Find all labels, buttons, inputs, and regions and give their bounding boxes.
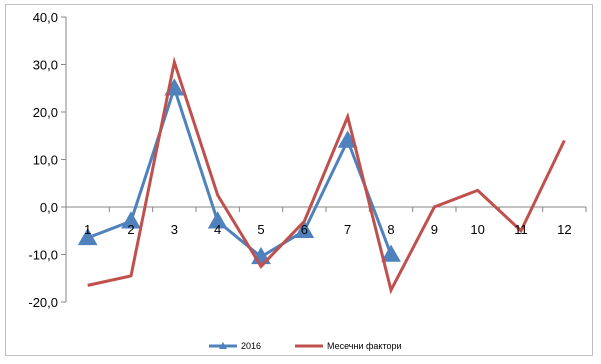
legend: 2016 Месечни фактори (209, 341, 402, 351)
x-tick-label: 8 (387, 222, 394, 237)
x-tick-label: 3 (171, 222, 178, 237)
x-tick-label: 1 (84, 222, 91, 237)
y-tick-label: 10,0 (33, 153, 58, 168)
series-line (87, 83, 393, 259)
x-tick-label: 11 (514, 222, 528, 237)
legend-label: 2016 (241, 341, 261, 351)
y-tick-label: 20,0 (33, 105, 58, 120)
legend-item: Месечни фактори (295, 341, 402, 351)
legend-item: 2016 (209, 341, 261, 351)
x-tick-label: 6 (301, 222, 308, 237)
data-point-marker (77, 227, 98, 246)
axis-layer (65, 17, 587, 302)
data-point-marker (207, 211, 228, 229)
y-tick-label: -10,0 (28, 248, 58, 263)
x-tick-label: 7 (344, 222, 351, 237)
series-monthly-factors (87, 56, 566, 295)
y-tick-label: 0,0 (40, 200, 58, 215)
x-tick-labels: 1 2 3 4 5 6 7 8 9 10 11 12 (84, 222, 572, 237)
legend-label: Месечни фактори (327, 341, 402, 351)
y-tick-labels: 40,0 30,0 20,0 10,0 0,0 -10,0 -20,0 (28, 10, 66, 310)
x-tick-label: 5 (257, 222, 264, 237)
data-point-marker (121, 211, 141, 229)
x-tick-label: 2 (127, 222, 134, 237)
x-tick-label: 4 (214, 222, 221, 237)
x-tick-label: 10 (470, 222, 484, 237)
series-layer (77, 56, 566, 295)
series-2016 (77, 78, 401, 265)
x-tick-label: 12 (557, 222, 571, 237)
legend-marker (219, 342, 227, 349)
y-tick-label: 30,0 (33, 58, 58, 73)
y-tick-label: -20,0 (28, 295, 58, 310)
y-tick-label: 40,0 (33, 10, 58, 25)
data-point-marker (294, 220, 315, 238)
data-point-marker (381, 244, 401, 262)
x-tick-label: 9 (431, 222, 438, 237)
series-line (87, 56, 566, 295)
